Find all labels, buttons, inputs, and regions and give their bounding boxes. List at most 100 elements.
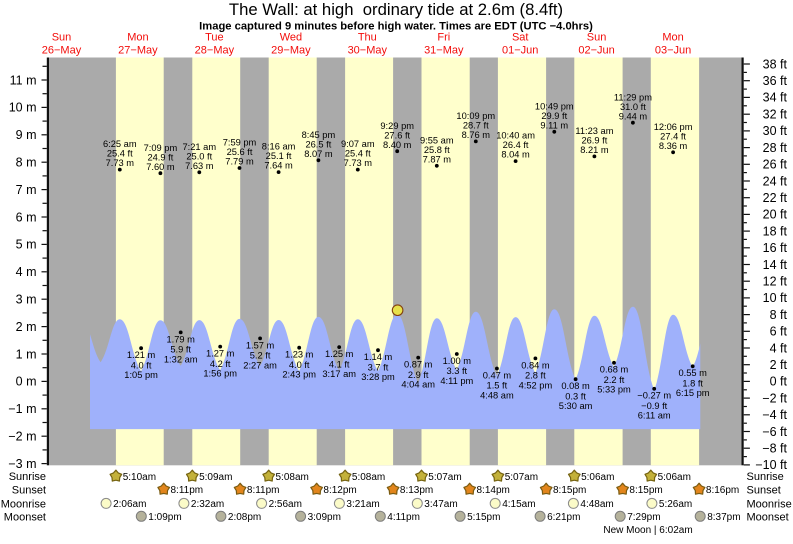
svg-text:0.08 m: 0.08 m <box>561 381 590 391</box>
svg-text:3:21am: 3:21am <box>346 499 379 510</box>
svg-text:8:11pm: 8:11pm <box>171 485 204 496</box>
svg-text:5.2 ft: 5.2 ft <box>250 351 271 361</box>
svg-text:3:09pm: 3:09pm <box>308 512 341 523</box>
svg-text:3.7 ft: 3.7 ft <box>368 362 389 372</box>
svg-text:4:48am: 4:48am <box>580 499 613 510</box>
svg-text:32 ft: 32 ft <box>763 108 788 122</box>
svg-text:4:11pm: 4:11pm <box>387 512 420 523</box>
svg-text:1.5 ft: 1.5 ft <box>487 381 508 391</box>
svg-text:26.9 ft: 26.9 ft <box>581 136 607 146</box>
svg-text:Sunrise: Sunrise <box>9 471 46 483</box>
svg-text:Sun: Sun <box>587 32 607 44</box>
svg-text:2:08pm: 2:08pm <box>228 512 261 523</box>
svg-text:27.4 ft: 27.4 ft <box>660 131 686 141</box>
svg-text:02−Jun: 02−Jun <box>578 45 614 57</box>
svg-text:2.2 ft: 2.2 ft <box>604 375 625 385</box>
svg-text:Tue: Tue <box>205 32 224 44</box>
svg-text:2 m: 2 m <box>16 320 37 334</box>
svg-text:0.55 m: 0.55 m <box>678 368 707 378</box>
svg-text:1.8 ft: 1.8 ft <box>682 379 703 389</box>
svg-text:Mon: Mon <box>127 32 148 44</box>
svg-text:30−May: 30−May <box>348 45 388 57</box>
svg-text:14 ft: 14 ft <box>763 258 788 272</box>
svg-text:6 ft: 6 ft <box>770 325 788 339</box>
svg-text:16 ft: 16 ft <box>763 241 788 255</box>
svg-text:28−May: 28−May <box>195 45 235 57</box>
svg-text:22 ft: 22 ft <box>763 191 788 205</box>
svg-text:4.0 ft: 4.0 ft <box>131 360 152 370</box>
svg-text:The Wall: at high ordinary ti: The Wall: at high ordinary tide at 2.6m … <box>229 0 563 19</box>
svg-text:26.4 ft: 26.4 ft <box>503 140 529 150</box>
svg-text:−6 ft: −6 ft <box>762 425 787 439</box>
svg-text:7 m: 7 m <box>16 183 37 197</box>
svg-text:5:08am: 5:08am <box>352 472 385 483</box>
svg-text:26.5 ft: 26.5 ft <box>305 139 331 149</box>
svg-text:8:15pm: 8:15pm <box>553 485 586 496</box>
svg-text:5:06am: 5:06am <box>658 472 691 483</box>
svg-text:11:23 am: 11:23 am <box>575 126 613 136</box>
svg-text:0.87 m: 0.87 m <box>404 360 433 370</box>
svg-text:0 m: 0 m <box>16 375 37 389</box>
svg-text:4:52 pm: 4:52 pm <box>519 380 553 390</box>
svg-text:10 m: 10 m <box>9 101 37 115</box>
svg-text:29.9 ft: 29.9 ft <box>541 111 567 121</box>
svg-text:5:07am: 5:07am <box>428 472 461 483</box>
svg-text:27.6 ft: 27.6 ft <box>384 130 410 140</box>
svg-text:−0.9 ft: −0.9 ft <box>641 401 668 411</box>
svg-text:10 ft: 10 ft <box>763 291 788 305</box>
svg-text:1.00 m: 1.00 m <box>443 356 472 366</box>
svg-text:01−Jun: 01−Jun <box>502 45 538 57</box>
svg-text:Sunrise: Sunrise <box>747 471 784 483</box>
svg-text:4.0 ft: 4.0 ft <box>289 360 310 370</box>
svg-text:24.9 ft: 24.9 ft <box>147 152 173 162</box>
svg-text:5:33 pm: 5:33 pm <box>597 385 631 395</box>
svg-text:6:11 am: 6:11 am <box>638 411 671 421</box>
svg-text:Moonset: Moonset <box>747 511 789 523</box>
svg-text:24 ft: 24 ft <box>763 174 788 188</box>
svg-text:7.63 m: 7.63 m <box>185 161 214 171</box>
svg-text:8:16pm: 8:16pm <box>706 485 739 496</box>
svg-text:7:59 pm: 7:59 pm <box>223 138 257 148</box>
svg-text:4 m: 4 m <box>16 265 37 279</box>
svg-text:10:49 pm: 10:49 pm <box>535 101 574 111</box>
svg-text:1 m: 1 m <box>16 347 37 361</box>
svg-text:8:11pm: 8:11pm <box>247 485 280 496</box>
svg-text:1.25 m: 1.25 m <box>325 349 354 359</box>
svg-text:Sun: Sun <box>52 32 72 44</box>
svg-text:6 m: 6 m <box>16 210 37 224</box>
svg-text:25.4 ft: 25.4 ft <box>107 149 133 159</box>
svg-text:0 ft: 0 ft <box>770 375 788 389</box>
svg-text:Sunset: Sunset <box>12 484 46 496</box>
svg-text:1.57 m: 1.57 m <box>246 340 275 350</box>
svg-text:12:06 pm: 12:06 pm <box>654 122 693 132</box>
svg-text:8:45 pm: 8:45 pm <box>302 130 336 140</box>
svg-text:5:07am: 5:07am <box>505 472 538 483</box>
svg-text:−0.27 m: −0.27 m <box>637 391 671 401</box>
svg-text:38 ft: 38 ft <box>763 57 788 71</box>
svg-text:9.44 m: 9.44 m <box>619 111 648 121</box>
svg-text:7:21 am: 7:21 am <box>183 142 217 152</box>
svg-text:7.60 m: 7.60 m <box>146 162 175 172</box>
svg-text:8:37pm: 8:37pm <box>707 512 740 523</box>
svg-text:18 ft: 18 ft <box>763 224 788 238</box>
svg-text:25.1 ft: 25.1 ft <box>266 151 292 161</box>
svg-text:9 m: 9 m <box>16 128 37 142</box>
svg-text:Sat: Sat <box>512 32 529 44</box>
svg-text:31−May: 31−May <box>424 45 464 57</box>
svg-text:Thu: Thu <box>358 32 377 44</box>
svg-text:5:15pm: 5:15pm <box>467 512 500 523</box>
svg-text:Wed: Wed <box>280 32 302 44</box>
svg-text:Moonrise: Moonrise <box>747 498 792 510</box>
svg-text:−2 m: −2 m <box>8 430 36 444</box>
svg-text:25.4 ft: 25.4 ft <box>345 149 371 159</box>
svg-text:−1 m: −1 m <box>8 402 36 416</box>
svg-text:9.11 m: 9.11 m <box>540 120 568 130</box>
svg-text:25.6 ft: 25.6 ft <box>227 147 253 157</box>
svg-text:8.36 m: 8.36 m <box>659 141 688 151</box>
svg-text:5:10am: 5:10am <box>123 472 156 483</box>
svg-text:03−Jun: 03−Jun <box>655 45 691 57</box>
svg-text:2 ft: 2 ft <box>770 358 788 372</box>
svg-text:8:15pm: 8:15pm <box>629 485 662 496</box>
svg-text:3:17 am: 3:17 am <box>322 369 356 379</box>
svg-text:4:11 pm: 4:11 pm <box>440 376 473 386</box>
